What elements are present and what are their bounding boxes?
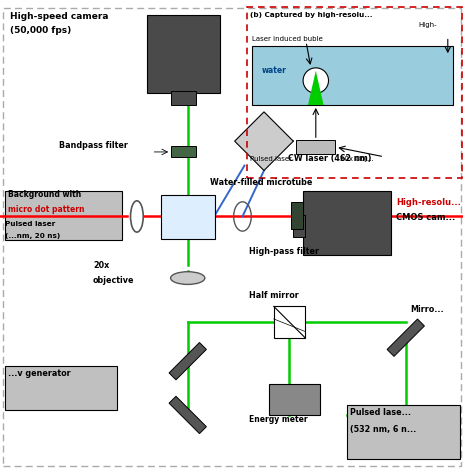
- Polygon shape: [235, 112, 293, 171]
- Text: micro dot pattern: micro dot pattern: [8, 205, 84, 214]
- Text: Bandpass filter: Bandpass filter: [59, 141, 128, 150]
- Text: Background with: Background with: [8, 190, 81, 199]
- Bar: [5, 366, 118, 410]
- Text: Pulsed lase...: Pulsed lase...: [350, 408, 411, 417]
- Bar: [292, 202, 303, 229]
- Text: Pulsed laser: Pulsed laser: [250, 156, 292, 162]
- Ellipse shape: [171, 272, 205, 284]
- Text: High-pass filter: High-pass filter: [249, 246, 319, 255]
- Polygon shape: [169, 343, 206, 380]
- Bar: [252, 46, 453, 105]
- Text: High-: High-: [419, 22, 437, 28]
- Text: CMOS cam...: CMOS cam...: [396, 213, 455, 222]
- Circle shape: [303, 68, 328, 93]
- Polygon shape: [387, 319, 424, 356]
- Bar: [5, 191, 122, 240]
- Text: (b) Captured by high-resolu...: (b) Captured by high-resolu...: [250, 12, 373, 18]
- Bar: [269, 383, 320, 415]
- Bar: [347, 405, 459, 459]
- Text: (50,000 fps): (50,000 fps): [10, 26, 71, 35]
- Text: Water-filled microtube: Water-filled microtube: [210, 178, 312, 187]
- Bar: [161, 195, 215, 239]
- Polygon shape: [169, 396, 206, 434]
- Text: Pulsed laser: Pulsed laser: [5, 221, 55, 227]
- Text: High-speed camera: High-speed camera: [10, 12, 108, 21]
- Text: CW laser (462 nm): CW laser (462 nm): [288, 154, 372, 163]
- Text: High-resolu...: High-resolu...: [396, 198, 461, 207]
- Text: Laser induced buble: Laser induced buble: [252, 36, 323, 43]
- Text: objective: objective: [93, 276, 135, 285]
- Bar: [303, 191, 391, 255]
- Text: ...v generator: ...v generator: [8, 369, 71, 378]
- Bar: [171, 91, 196, 105]
- Text: water: water: [262, 66, 287, 75]
- Bar: [274, 306, 305, 337]
- Text: Half mirror: Half mirror: [249, 291, 299, 300]
- Bar: [296, 140, 336, 154]
- Text: 20x: 20x: [93, 261, 109, 270]
- Bar: [293, 216, 305, 237]
- Text: (532 nm, 6 n...: (532 nm, 6 n...: [350, 425, 416, 434]
- Text: Energy meter: Energy meter: [249, 415, 308, 424]
- Bar: [171, 146, 196, 157]
- Text: Mirro...: Mirro...: [410, 305, 444, 314]
- Bar: [146, 15, 220, 93]
- Polygon shape: [308, 71, 324, 105]
- Text: (...nm, 20 ns): (...nm, 20 ns): [5, 233, 60, 239]
- Bar: [247, 7, 463, 178]
- Text: 20x Obj...: 20x Obj...: [340, 156, 374, 162]
